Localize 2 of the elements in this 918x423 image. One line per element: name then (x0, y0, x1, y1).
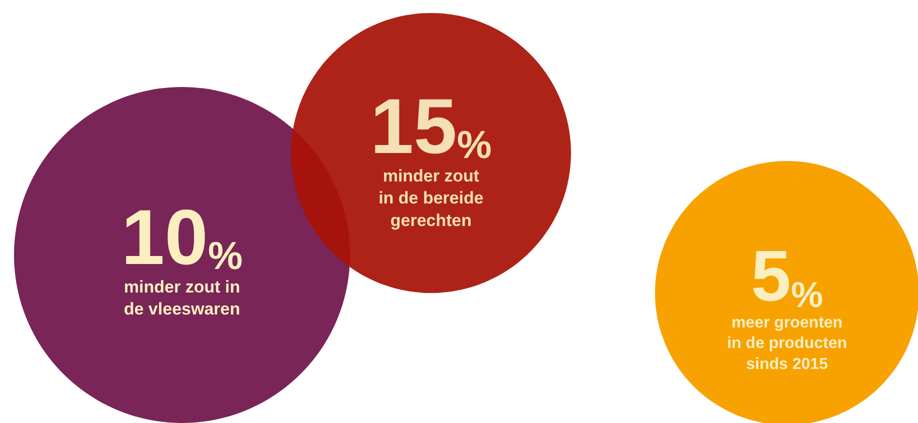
category-label: meer groenten in de producten sinds 2015 (727, 314, 847, 373)
data-label: 5% (750, 236, 824, 316)
